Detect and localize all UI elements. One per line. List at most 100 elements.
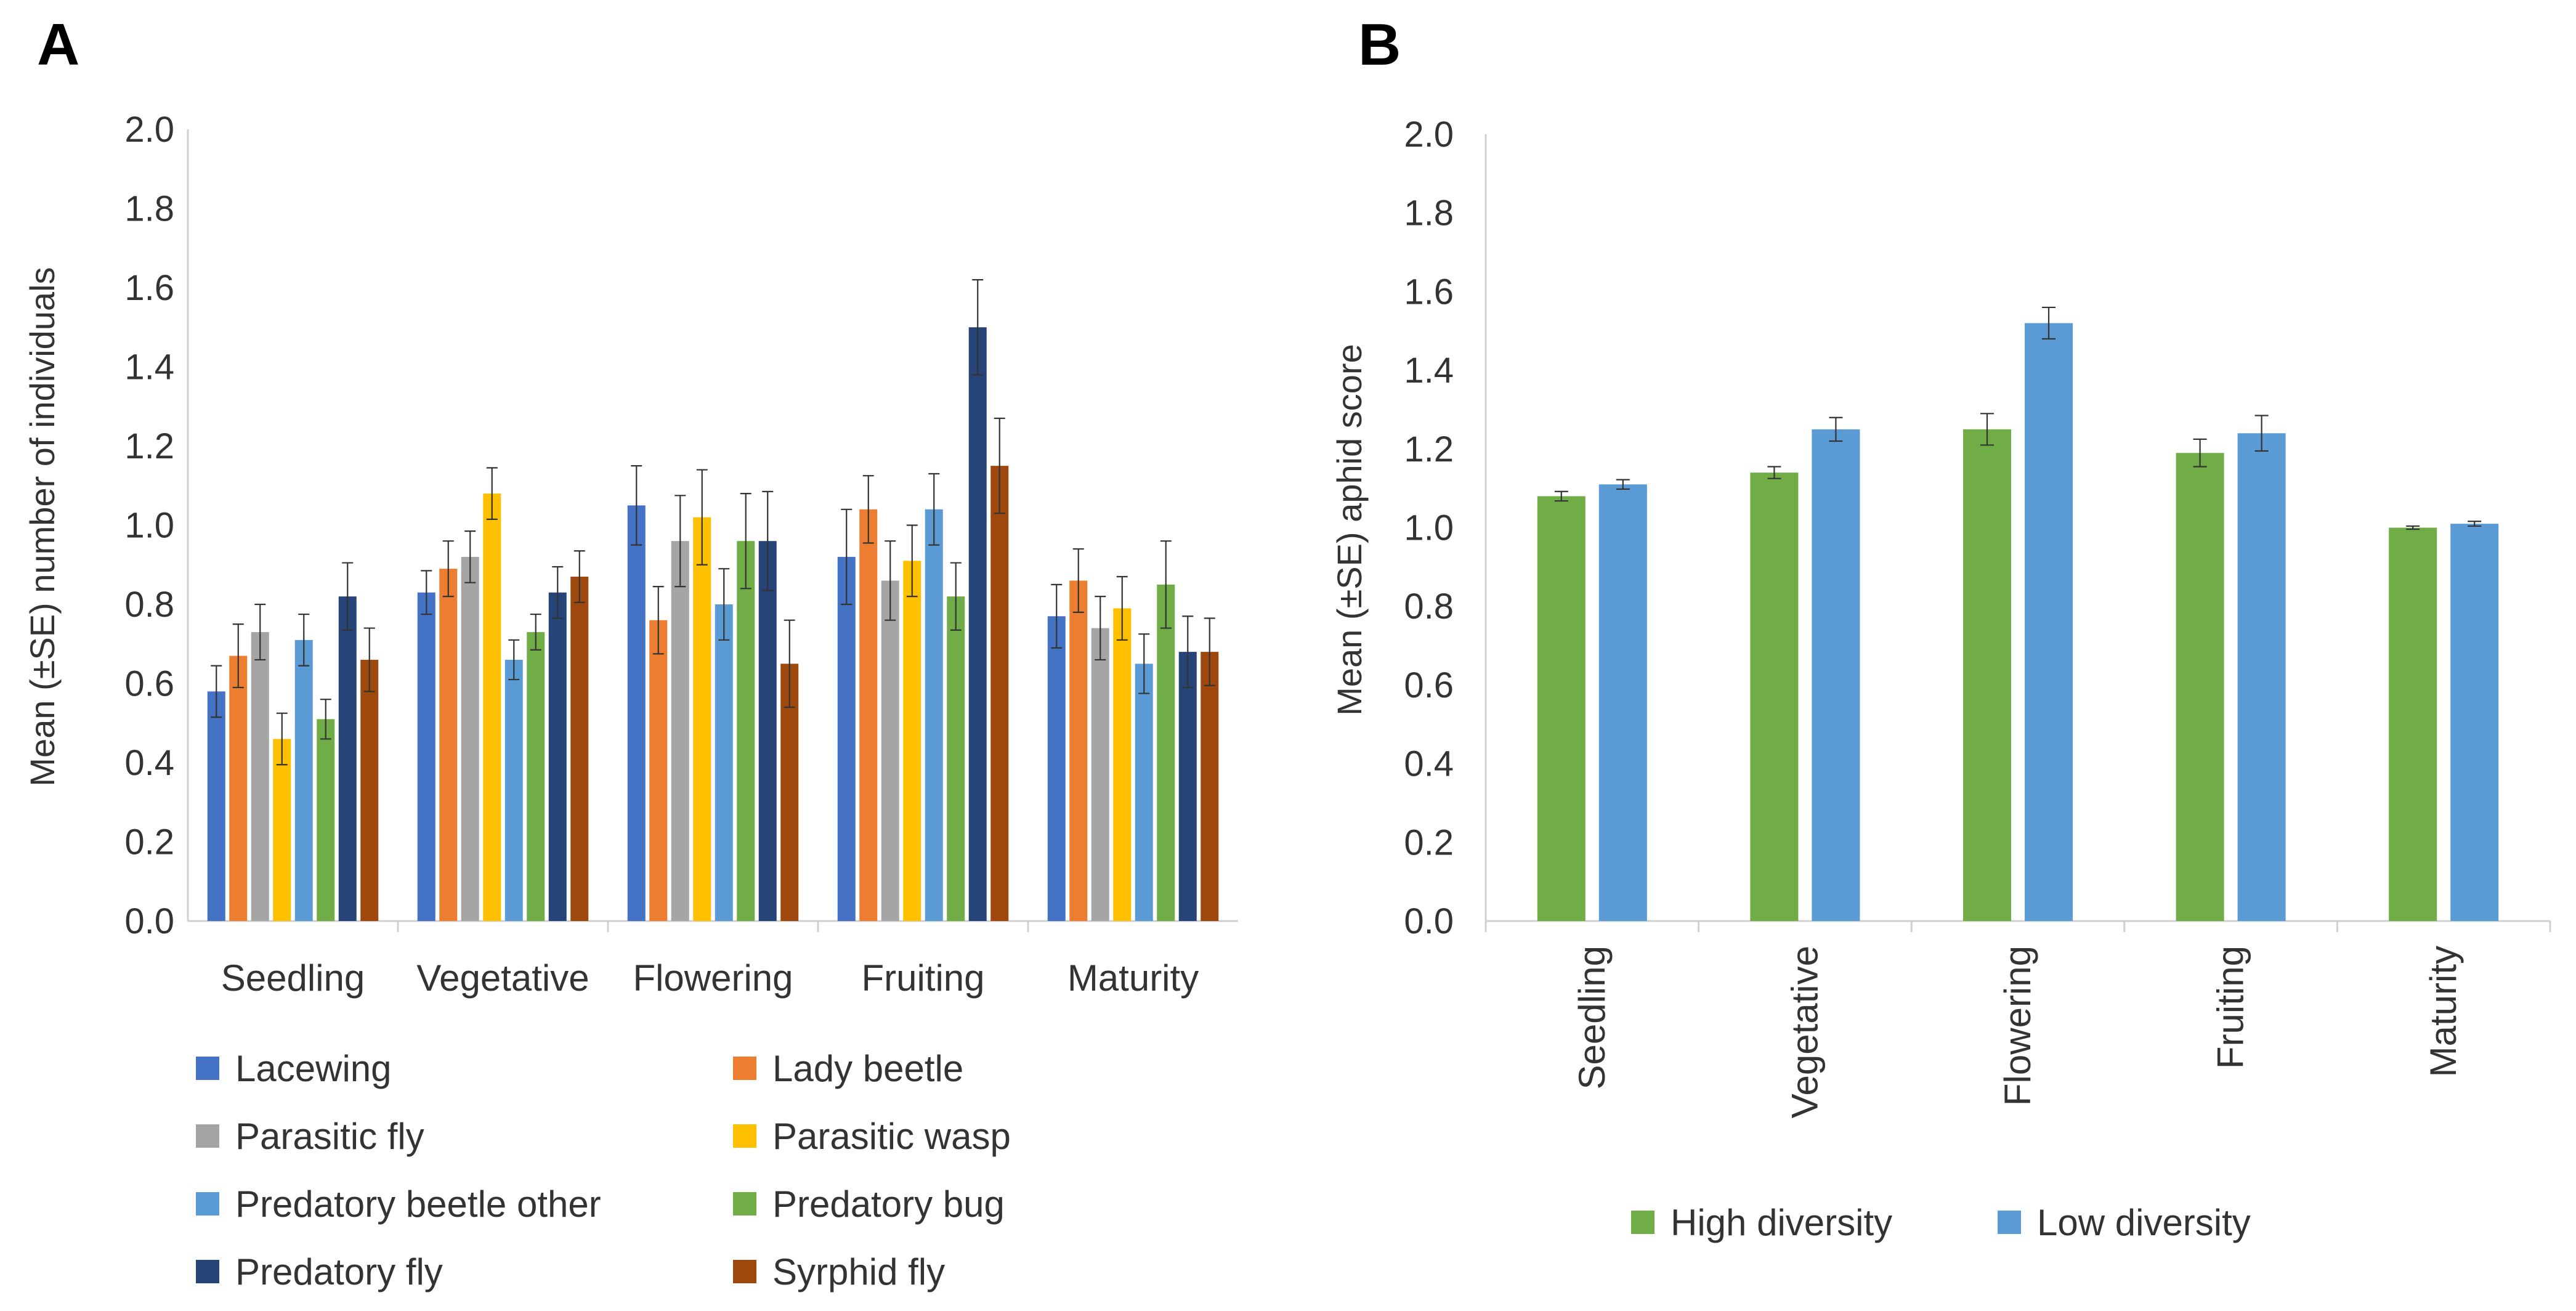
panel-b-bar-low-diversity-vegetative — [1812, 429, 1860, 921]
panel-a-error-bar-predatory-beetle-other-seedling — [298, 613, 310, 667]
panel-a-bar-predatory-fly-vegetative — [548, 592, 567, 921]
panel-a-bar-predatory-bug-flowering — [737, 541, 755, 921]
panel-b-y-tick-label: 1.6 — [1404, 272, 1454, 312]
panel-a-bar-predatory-fly-seedling — [338, 596, 357, 921]
panel-a-error-bar-predatory-beetle-other-flowering — [718, 568, 730, 641]
panel-b-bar-high-diversity-vegetative — [1750, 473, 1799, 921]
panel-a-error-bar-lacewing-flowering — [631, 465, 642, 546]
panel-a-error-bar-lacewing-seedling — [211, 665, 222, 718]
panel-a-legend-swatch-predatory-fly — [196, 1260, 219, 1283]
panel-a-error-bar-predatory-bug-seedling — [320, 699, 331, 740]
panel-a-y-axis-title: Mean (±SE) number of individuals — [23, 267, 62, 786]
panel-b-y-axis-title: Mean (±SE) aphid score — [1330, 344, 1369, 715]
panel-a-bar-lady-beetle-vegetative — [439, 569, 458, 921]
panel-a-error-bar-parasitic-fly-maturity — [1095, 596, 1106, 661]
panel-a-bar-parasitic-fly-fruiting — [881, 580, 899, 921]
panel-a-error-bar-syrphid-fly-fruiting — [994, 417, 1005, 514]
panel-a-error-bar-lady-beetle-maturity — [1072, 548, 1084, 613]
panel-a-legend-swatch-predatory-beetle-other — [196, 1192, 219, 1216]
panel-a-legend-swatch-lady-beetle — [733, 1057, 756, 1080]
panel-b-error-bar-high-diversity-fruiting — [2193, 438, 2207, 468]
panel-a-bar-predatory-beetle-other-fruiting — [925, 509, 943, 921]
panel-b-legend-label-low-diversity: Low diversity — [2037, 1202, 2251, 1243]
panel-a-y-tick-label: 1.2 — [124, 426, 174, 466]
panel-a-error-bar-lady-beetle-seedling — [232, 623, 244, 689]
panel-a-bar-syrphid-fly-seedling — [360, 659, 379, 921]
panel-a-error-bar-parasitic-fly-flowering — [674, 495, 686, 588]
panel-a-y-tick-label: 1.6 — [124, 268, 174, 308]
panel-a-bar-predatory-beetle-other-seedling — [294, 639, 313, 921]
panel-b-y-tick-label: 2.0 — [1404, 115, 1454, 155]
panel-a-legend-label-parasitic-fly: Parasitic fly — [235, 1116, 424, 1157]
panel-a-bar-predatory-beetle-other-maturity — [1135, 664, 1153, 921]
panel-a-bar-syrphid-fly-fruiting — [990, 466, 1009, 921]
panel-a-y-tick-label: 1.0 — [124, 506, 174, 546]
panel-a-bar-lacewing-maturity — [1047, 616, 1066, 921]
panel-a-error-bar-parasitic-wasp-flowering — [696, 469, 708, 566]
panel-a-error-bar-lacewing-maturity — [1051, 583, 1063, 649]
panel-b-bar-high-diversity-flowering — [1963, 429, 2011, 921]
panel-a-bar-syrphid-fly-vegetative — [570, 577, 589, 921]
panel-a-bar-parasitic-fly-maturity — [1091, 628, 1109, 921]
panel-b-y-tick-label: 0.2 — [1404, 822, 1454, 862]
panel-a-bar-predatory-fly-flowering — [758, 541, 777, 921]
panel-a-y-tick-label: 0.6 — [124, 664, 174, 704]
panel-b-error-bar-low-diversity-fruiting — [2254, 415, 2269, 452]
panel-a-bar-predatory-beetle-other-flowering — [715, 604, 733, 921]
panel-a-bar-lady-beetle-fruiting — [859, 509, 878, 921]
panel-a-legend-swatch-predatory-bug — [733, 1192, 756, 1216]
panel-a-legend-label-lacewing: Lacewing — [235, 1048, 392, 1089]
panel-a-error-bar-lady-beetle-flowering — [652, 585, 664, 655]
panel-b-y-tick-label: 0.6 — [1404, 665, 1454, 705]
panel-a-bar-parasitic-wasp-seedling — [273, 739, 291, 921]
panel-a-y-tick-label: 0.4 — [124, 743, 174, 783]
panel-a-error-bar-predatory-fly-fruiting — [972, 279, 984, 376]
panel-b-category-label-fruiting: Fruiting — [2210, 946, 2251, 1069]
panel-a-error-bar-parasitic-wasp-fruiting — [906, 524, 918, 598]
panel-a-error-bar-lacewing-vegetative — [421, 570, 432, 615]
panel-a-bar-syrphid-fly-maturity — [1201, 652, 1219, 921]
panel-a-error-bar-predatory-bug-maturity — [1160, 540, 1172, 629]
panel-b-legend-swatch-low-diversity — [1998, 1211, 2021, 1234]
panel-b-letter: B — [1358, 12, 1401, 78]
panel-a-y-tick-label: 0.2 — [124, 822, 174, 862]
panel-b-category-label-seedling: Seedling — [1571, 946, 1613, 1090]
panel-a-bar-predatory-fly-maturity — [1178, 652, 1197, 921]
panel-a-bar-parasitic-wasp-vegetative — [483, 493, 501, 921]
panel-a-error-bar-parasitic-fly-vegetative — [464, 530, 476, 583]
panel-a-error-bar-syrphid-fly-flowering — [784, 619, 795, 708]
panel-a-y-tick-label: 0.0 — [124, 901, 174, 941]
panel-b-error-bar-high-diversity-maturity — [2406, 525, 2420, 530]
panel-a-bar-predatory-bug-seedling — [317, 719, 335, 921]
panel-a-legend-swatch-parasitic-fly — [196, 1124, 219, 1148]
panel-b-error-bar-low-diversity-vegetative — [1829, 416, 1843, 442]
panel-a-error-bar-parasitic-wasp-maturity — [1116, 575, 1128, 641]
panel-a-chart: Mean (±SE) number of individuals 0.0 0.2 0… — [23, 110, 1238, 1293]
panel-a-error-bar-syrphid-fly-seedling — [363, 627, 375, 692]
panel-b-error-bar-high-diversity-vegetative — [1767, 466, 1781, 479]
panel-a-error-bar-predatory-beetle-other-vegetative — [508, 639, 520, 681]
panel-a-error-bar-predatory-bug-flowering — [740, 492, 751, 590]
panel-a-bar-parasitic-wasp-fruiting — [903, 561, 921, 921]
panel-a-legend-swatch-parasitic-wasp — [733, 1124, 756, 1148]
panel-a-legend-label-predatory-bug: Predatory bug — [772, 1183, 1005, 1225]
panel-a-error-bar-lady-beetle-fruiting — [862, 475, 874, 544]
panel-a-y-tick-label: 2.0 — [124, 110, 174, 150]
panel-a-legend-label-parasitic-wasp: Parasitic wasp — [772, 1116, 1011, 1157]
panel-a-bar-lacewing-seedling — [207, 691, 225, 921]
panel-a-error-bar-predatory-bug-vegetative — [530, 613, 541, 651]
panel-a-bar-lacewing-vegetative — [417, 592, 435, 921]
panel-b-error-bar-high-diversity-seedling — [1554, 490, 1568, 502]
panel-a-legend-label-syrphid-fly: Syrphid fly — [772, 1251, 945, 1293]
panel-b-bar-high-diversity-maturity — [2389, 527, 2437, 921]
panel-a-bar-predatory-beetle-other-vegetative — [504, 659, 523, 921]
panel-b-bar-high-diversity-fruiting — [2176, 453, 2224, 921]
panel-a-bar-predatory-bug-fruiting — [947, 596, 965, 921]
panel-b-legend-swatch-high-diversity — [1631, 1211, 1655, 1234]
panel-b-y-tick-label: 1.4 — [1404, 351, 1454, 391]
panel-a-category-label-seedling: Seedling — [221, 957, 365, 999]
panel-b-y-tick-label: 0.8 — [1404, 586, 1454, 627]
panel-b-bar-high-diversity-seedling — [1537, 496, 1586, 921]
panel-a-bar-lacewing-fruiting — [837, 556, 856, 921]
panel-a-error-bar-lady-beetle-vegetative — [442, 540, 454, 598]
